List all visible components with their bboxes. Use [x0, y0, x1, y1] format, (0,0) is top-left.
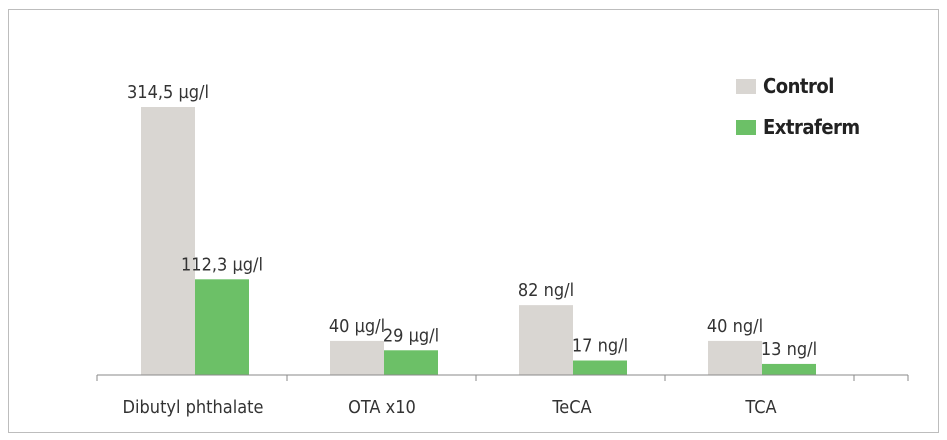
x-axis-ticks — [96, 375, 909, 381]
legend-item-extraferm: Extraferm — [736, 115, 860, 139]
bar-extraferm-1 — [195, 279, 249, 375]
bar-control-2 — [330, 340, 384, 375]
bar-control-4 — [708, 340, 762, 375]
bar-extraferm-3 — [573, 360, 627, 375]
legend-label-control: Control — [763, 74, 834, 98]
legend: Control Extraferm — [736, 74, 860, 156]
value-label-extraferm-1: 112,3 µg/l — [181, 254, 263, 275]
value-label-control-4: 40 ng/l — [707, 316, 763, 337]
legend-swatch-control — [736, 78, 756, 94]
category-label-1: Dibutyl phthalate — [123, 397, 264, 418]
legend-item-control: Control — [736, 74, 860, 98]
value-label-extraferm-4: 13 ng/l — [761, 339, 817, 360]
bar-extraferm-4 — [762, 363, 816, 375]
value-label-extraferm-2: 29 µg/l — [383, 325, 439, 346]
category-label-4: TCA — [744, 397, 776, 418]
bar-extraferm-2 — [384, 350, 438, 375]
bar-control-1 — [141, 107, 195, 375]
bars-group — [141, 107, 816, 375]
value-label-extraferm-3: 17 ng/l — [572, 336, 628, 357]
legend-swatch-extraferm — [736, 119, 756, 135]
value-labels-group: 314,5 µg/l 40 µg/l 82 ng/l 40 ng/l 112,3 µg/… — [127, 82, 817, 360]
bar-control-3 — [519, 305, 573, 375]
legend-label-extraferm: Extraferm — [763, 115, 860, 139]
value-label-control-3: 82 ng/l — [518, 280, 574, 301]
value-label-control-1: 314,5 µg/l — [127, 82, 209, 103]
x-axis-tick-labels: Dibutyl phthalate OTA x10 TeCA TCA — [123, 397, 777, 418]
category-label-3: TeCA — [551, 397, 591, 418]
value-label-control-2: 40 µg/l — [329, 316, 385, 337]
category-label-2: OTA x10 — [348, 397, 416, 418]
